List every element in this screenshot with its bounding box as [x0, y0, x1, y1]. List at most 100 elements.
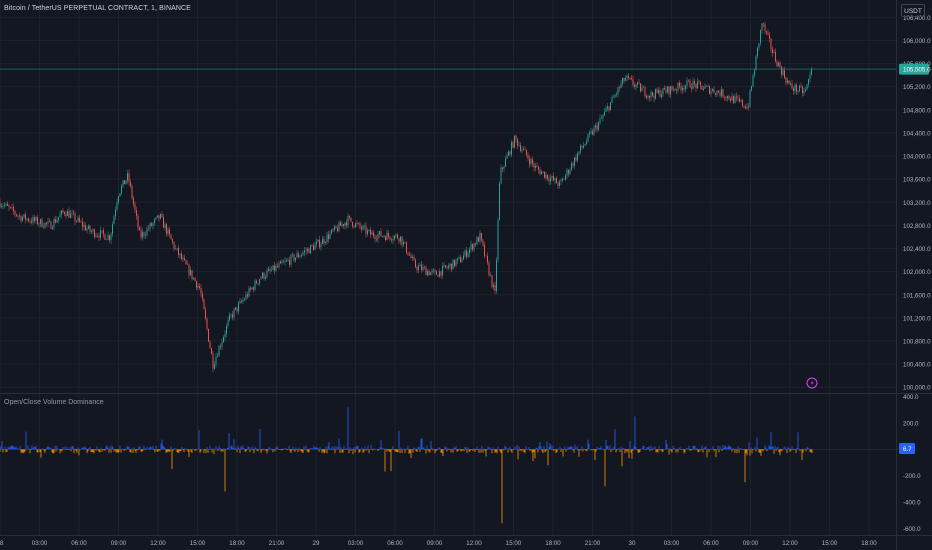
- histogram-bar: [93, 449, 95, 454]
- candle: [119, 192, 121, 198]
- histogram-bar: [100, 447, 102, 450]
- candle: [272, 265, 274, 271]
- histogram-bar: [518, 446, 520, 450]
- indicator-value-label: 6.7: [903, 446, 912, 453]
- histogram-bar: [514, 446, 516, 450]
- histogram-bar: [37, 449, 39, 453]
- histogram-bar: [531, 449, 533, 453]
- histogram-bar: [94, 449, 96, 450]
- histogram-bar: [304, 449, 306, 450]
- histogram-bar: [114, 449, 116, 451]
- histogram-bar: [736, 449, 738, 454]
- histogram-bar: [550, 445, 552, 450]
- candle: [554, 177, 556, 185]
- histogram-bar: [407, 445, 409, 450]
- histogram-bar: [324, 449, 326, 453]
- histogram-bar: [265, 449, 267, 451]
- histogram-bar: [206, 446, 208, 450]
- indicator-tick-label: -200.0: [903, 473, 921, 480]
- candle: [748, 102, 749, 111]
- histogram-bar: [681, 448, 683, 450]
- candle: [68, 207, 70, 219]
- histogram-bar: [482, 449, 484, 453]
- symbol-title[interactable]: Bitcoin / TetherUS PERPETUAL CONTRACT, 1…: [4, 5, 191, 12]
- histogram-bar: [239, 449, 241, 454]
- histogram-bar: [568, 447, 570, 450]
- histogram-bar: [430, 441, 432, 450]
- candle: [280, 260, 281, 264]
- histogram-bar: [40, 449, 42, 458]
- candle: [593, 125, 595, 137]
- histogram-bar: [674, 448, 676, 450]
- currency-button[interactable]: USDT: [901, 4, 925, 17]
- candle: [223, 335, 224, 344]
- alert-icon[interactable]: [806, 377, 818, 389]
- time-axis[interactable]: 8 03:00 06:00 09:00 12:00 15:00 18:00 21:00 29 03…: [0, 540, 877, 547]
- histogram-bar: [627, 449, 629, 451]
- candle: [724, 95, 725, 101]
- histogram-bar: [148, 447, 150, 450]
- candle: [646, 94, 647, 100]
- candle: [323, 236, 325, 247]
- histogram-bar: [318, 449, 320, 452]
- histogram-bar: [150, 446, 152, 450]
- candle: [98, 232, 100, 242]
- histogram-bar: [528, 446, 530, 450]
- histogram-bar: [439, 447, 441, 450]
- indicator-title[interactable]: Open/Close Volume Dominance: [4, 399, 104, 406]
- candle: [38, 222, 40, 228]
- histogram-bar: [29, 449, 31, 454]
- histogram-bar: [331, 446, 333, 450]
- candle: [163, 214, 164, 228]
- candle: [302, 250, 304, 257]
- candle: [101, 230, 103, 234]
- histogram-bar: [174, 448, 176, 450]
- histogram-bar: [542, 449, 544, 454]
- histogram-bar: [573, 449, 575, 453]
- candle: [712, 88, 713, 93]
- candle: [362, 224, 364, 231]
- candle: [668, 85, 670, 97]
- histogram-bar: [440, 449, 442, 453]
- candle: [731, 92, 733, 101]
- histogram-bar: [282, 449, 284, 451]
- candle: [700, 81, 701, 90]
- candle: [328, 230, 329, 243]
- histogram-bar: [472, 449, 474, 452]
- candle: [643, 85, 644, 89]
- candle: [727, 95, 728, 102]
- histogram-bar: [112, 447, 114, 450]
- candle: [718, 89, 719, 94]
- histogram-bar: [767, 449, 769, 450]
- candle: [479, 230, 481, 245]
- candle: [667, 85, 668, 94]
- histogram-bar: [184, 448, 186, 450]
- candle: [344, 222, 346, 230]
- candle: [458, 255, 460, 260]
- candle: [539, 166, 541, 176]
- histogram-bar: [1, 441, 3, 450]
- histogram-bar: [162, 445, 164, 450]
- histogram-bar: [269, 448, 271, 450]
- indicator-last-value-marker: 6.7: [899, 442, 915, 454]
- candle: [334, 224, 335, 233]
- histogram-bar: [333, 446, 335, 450]
- candle: [97, 232, 98, 238]
- histogram-bar: [139, 446, 141, 450]
- histogram-bar: [237, 445, 239, 450]
- candle: [775, 48, 776, 63]
- candle: [382, 235, 383, 238]
- histogram-bar: [23, 449, 25, 453]
- histogram-bar: [510, 449, 512, 452]
- candle: [491, 274, 493, 289]
- histogram-bar: [288, 445, 290, 450]
- candle: [403, 239, 404, 247]
- candle: [8, 203, 10, 211]
- candle: [778, 61, 779, 67]
- histogram-bar: [723, 448, 725, 450]
- histogram-bar: [392, 445, 394, 450]
- candle: [152, 222, 154, 230]
- histogram-bar: [631, 449, 633, 459]
- histogram-bar: [78, 449, 80, 456]
